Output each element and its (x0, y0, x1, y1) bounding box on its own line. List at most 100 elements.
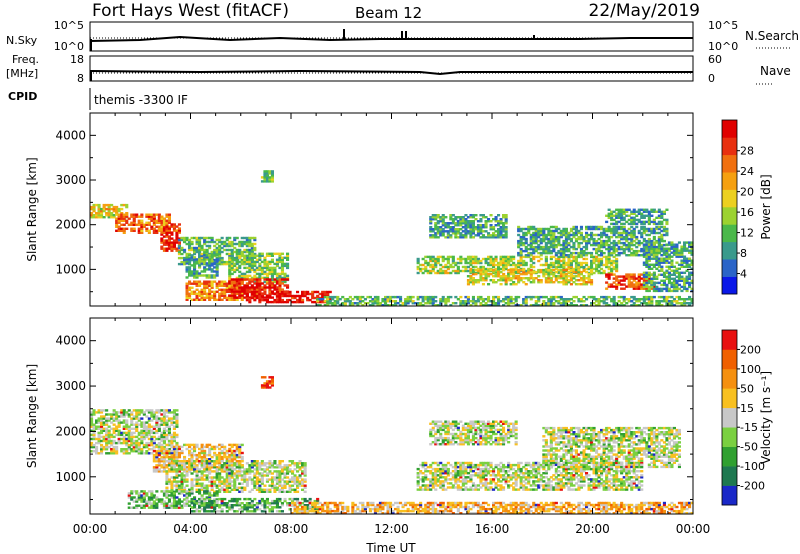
range-cell (255, 282, 259, 285)
range-cell (569, 283, 573, 286)
range-cell (532, 295, 536, 299)
range-cell (172, 427, 176, 430)
range-cell (250, 288, 254, 291)
range-cell (499, 300, 503, 303)
range-cell (585, 233, 589, 237)
range-cell (625, 285, 629, 288)
range-cell (210, 466, 214, 469)
range-cell (466, 216, 470, 219)
range-cell (311, 300, 315, 304)
range-cell (167, 478, 171, 481)
range-cell (492, 257, 496, 261)
range-cell (278, 260, 282, 264)
range-cell (258, 296, 262, 300)
range-cell (145, 223, 149, 226)
range-cell (245, 276, 249, 280)
range-cell (504, 279, 508, 282)
range-cell (180, 476, 184, 479)
range-cell (675, 283, 679, 287)
range-cell (464, 226, 468, 229)
range-cell (672, 287, 676, 291)
range-cell (582, 281, 586, 284)
range-cell (532, 281, 536, 284)
range-cell (132, 227, 136, 230)
range-cell (253, 278, 257, 281)
range-cell (655, 277, 659, 280)
range-cell (665, 231, 669, 235)
range-cell (562, 275, 566, 278)
range-cell (225, 260, 229, 264)
range-cell (476, 261, 480, 265)
range-cell (188, 288, 192, 291)
range-cell (97, 411, 101, 414)
range-cell (193, 445, 197, 449)
range-cell (529, 241, 533, 245)
range-cell (625, 302, 629, 305)
range-cell (132, 427, 136, 430)
range-cell (183, 458, 187, 461)
range-cell (263, 266, 267, 270)
range-cell (105, 435, 109, 439)
range-cell (250, 284, 254, 287)
range-cell (361, 295, 365, 299)
range-cell (230, 262, 234, 266)
range-cell (368, 295, 372, 299)
range-cell (449, 255, 453, 259)
range-cell (677, 241, 681, 244)
range-cell (441, 295, 445, 299)
range-cell (471, 261, 475, 265)
range-cell (564, 279, 568, 282)
range-cell (647, 251, 651, 255)
range-cell (652, 295, 656, 299)
range-cell (529, 298, 533, 301)
range-cell (552, 255, 556, 259)
range-cell (152, 435, 156, 439)
range-cell (92, 411, 96, 414)
range-cell (160, 452, 164, 455)
range-cell (235, 250, 239, 254)
range-cell (215, 298, 219, 301)
range-cell (165, 219, 169, 222)
range-cell (238, 449, 242, 453)
range-cell (240, 443, 244, 447)
range-cell (683, 265, 687, 268)
range-cell (235, 236, 239, 240)
range-cell (328, 290, 332, 294)
range-cell (152, 227, 156, 230)
range-cell (225, 236, 229, 240)
range-cell (162, 423, 166, 426)
range-cell (492, 226, 496, 229)
range-cell (569, 227, 573, 231)
range-cell (125, 203, 129, 207)
range-cell (172, 417, 176, 420)
range-cell (245, 286, 249, 289)
range-cell (248, 270, 252, 274)
range-cell (670, 289, 674, 293)
range-cell (622, 243, 626, 247)
range-cell (615, 269, 619, 273)
range-cell (522, 255, 526, 259)
range-cell (145, 450, 149, 453)
range-cell (662, 229, 666, 233)
range-cell (456, 298, 460, 301)
range-cell (459, 236, 463, 239)
range-cell (175, 233, 179, 236)
range-cell (120, 212, 124, 215)
range-cell (680, 253, 684, 256)
range-cell (685, 279, 689, 282)
range-cell (647, 279, 651, 282)
range-cell (680, 304, 684, 307)
range-cell (569, 233, 573, 237)
range-cell (250, 276, 254, 280)
range-cell (248, 280, 252, 283)
range-cell (554, 227, 558, 231)
range-cell (95, 411, 99, 414)
range-cell (549, 245, 553, 249)
range-cell (162, 453, 166, 457)
range-cell (150, 411, 154, 414)
range-cell (218, 240, 222, 244)
range-cell (203, 296, 207, 299)
range-cell (95, 425, 99, 428)
range-cell (464, 300, 468, 303)
range-cell (162, 445, 166, 449)
